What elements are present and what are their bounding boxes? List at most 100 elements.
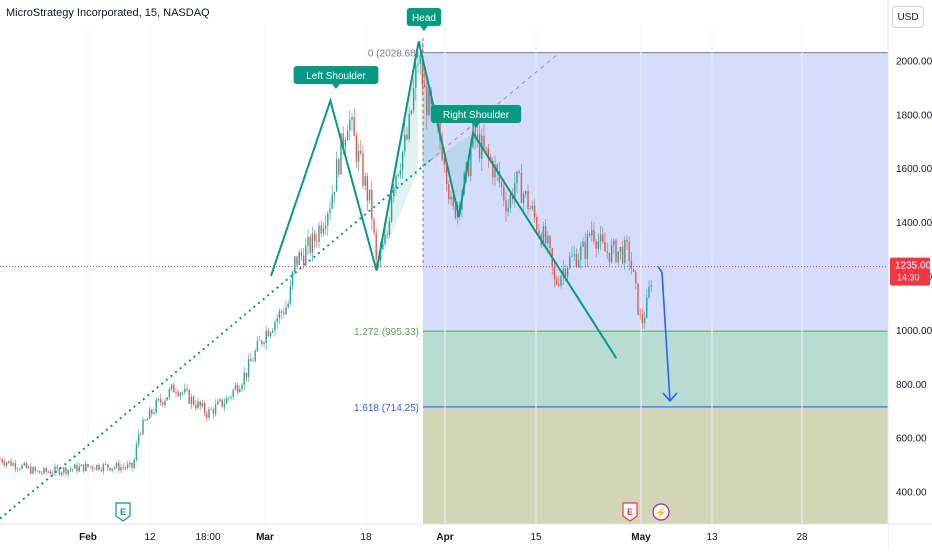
candle-body	[52, 473, 54, 474]
candle	[362, 145, 364, 190]
candle-body	[494, 164, 496, 178]
candle-body	[142, 419, 144, 435]
candle-body	[487, 148, 490, 158]
candle	[648, 280, 650, 300]
candle-body	[454, 206, 457, 218]
candle-body	[619, 246, 622, 252]
candle	[140, 432, 142, 437]
price-tick-label: 1400.00	[896, 218, 932, 229]
candle-body	[415, 64, 417, 88]
candle	[184, 383, 186, 395]
candle	[265, 326, 267, 351]
candle	[188, 388, 190, 405]
candle-body	[531, 205, 534, 209]
candle-body	[639, 314, 641, 315]
candle-body	[210, 409, 212, 410]
candle	[494, 155, 496, 187]
candle-body	[492, 160, 494, 178]
candle-body	[525, 191, 527, 195]
candle-body	[355, 136, 358, 162]
candle	[375, 227, 377, 268]
candle-body	[252, 361, 254, 362]
candle-body	[254, 351, 256, 362]
candle-body	[263, 342, 265, 344]
candle-body	[120, 466, 122, 471]
candle	[566, 266, 569, 282]
candle	[529, 205, 531, 210]
currency-button[interactable]: USD	[892, 6, 924, 28]
candle-body	[538, 230, 540, 235]
candle	[555, 274, 558, 286]
candle	[324, 214, 327, 236]
candle-body	[624, 240, 626, 263]
candle-body	[217, 401, 219, 405]
candle-body	[23, 463, 25, 466]
candle	[630, 251, 633, 275]
candle-body	[452, 196, 454, 207]
candle	[16, 467, 19, 473]
candle-body	[47, 471, 50, 473]
candle	[69, 466, 72, 472]
candle-body	[287, 303, 289, 308]
candle-body	[166, 397, 168, 401]
candle	[269, 331, 272, 339]
event-markers: E E ⚡	[115, 502, 670, 522]
candle	[223, 398, 226, 412]
candle	[522, 190, 525, 214]
candle	[650, 280, 652, 292]
candle	[210, 407, 212, 410]
candle-body	[313, 233, 316, 241]
candle	[272, 327, 274, 334]
candle-body	[549, 235, 551, 249]
candle-body	[219, 399, 221, 402]
candle	[549, 234, 551, 256]
candle-body	[569, 256, 571, 268]
last-price-tag-bg	[890, 257, 930, 286]
candle-body	[100, 469, 102, 471]
candle-body	[599, 234, 602, 242]
candle	[562, 260, 564, 286]
candle	[602, 226, 604, 245]
candle-body	[177, 392, 179, 396]
candle	[122, 463, 124, 471]
candle	[142, 416, 144, 436]
candle-body	[555, 279, 558, 284]
candle	[131, 462, 133, 472]
candle-body	[632, 269, 635, 273]
candle	[296, 256, 298, 270]
candle	[67, 469, 69, 478]
candle	[243, 366, 245, 391]
candle-body	[593, 229, 595, 242]
candle-body	[232, 389, 234, 397]
candle	[311, 226, 314, 262]
candle-body	[597, 241, 600, 249]
time-tick-label: May	[631, 532, 651, 543]
candle-body	[102, 464, 105, 471]
candle	[327, 210, 329, 236]
time-tick-label: Apr	[436, 532, 453, 543]
candle	[302, 247, 305, 269]
candle-body	[91, 466, 94, 469]
candle-body	[85, 463, 87, 472]
candle-body	[529, 208, 531, 210]
dividend-split-marker: ⚡	[652, 503, 670, 521]
candle	[577, 253, 580, 269]
candle-body	[212, 409, 215, 415]
candle-body	[533, 205, 536, 217]
candle-body	[208, 409, 210, 418]
candle-body	[577, 259, 580, 267]
candle	[173, 382, 175, 393]
candle-body	[500, 182, 503, 187]
candle-body	[157, 398, 160, 401]
projection-arrow-head	[662, 392, 678, 403]
candle-body	[628, 241, 630, 261]
candle	[109, 467, 111, 472]
price-tick-label: 800.00	[896, 380, 927, 391]
candle-body	[327, 213, 329, 226]
candle	[320, 220, 322, 238]
candle	[591, 220, 593, 242]
candle-body	[272, 330, 274, 333]
candle-body	[192, 396, 195, 405]
candle	[96, 464, 98, 471]
